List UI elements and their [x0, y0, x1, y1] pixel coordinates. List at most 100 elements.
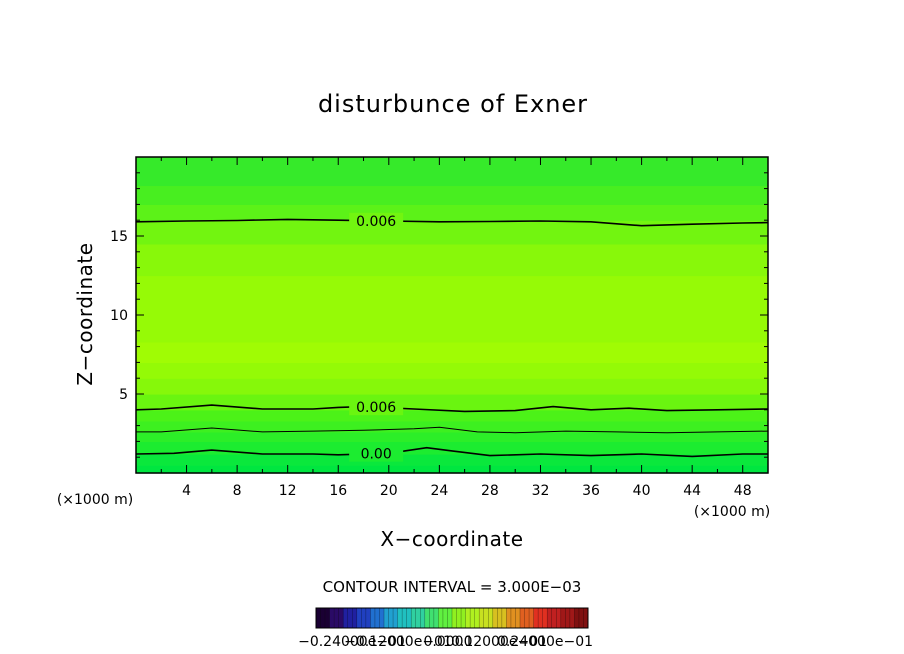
colorbar-tick-label: 0.24000e−01 [497, 634, 593, 650]
x-tick-label: 16 [329, 483, 347, 499]
colorbar-cell [560, 608, 566, 628]
colorbar-cell [520, 608, 525, 628]
colorbar-cell [320, 608, 326, 628]
colorbar-tick-label: 0.0000 [424, 634, 473, 650]
fill-band-0 [136, 465, 768, 474]
y-axis-unit: (×1000 m) [57, 492, 133, 508]
contour-label-bg [349, 212, 404, 229]
colorbar-cell [524, 608, 530, 628]
fill-band-2 [136, 441, 768, 455]
fill-band-7 [136, 378, 768, 395]
colorbar-cell [533, 608, 539, 628]
x-axis-ticks: 4 8 12 16 20 24 28 32 36 40 44 48 [160, 157, 752, 499]
colorbar-cell [538, 608, 543, 628]
x-tick-label: 28 [481, 483, 499, 499]
fill-band-6 [136, 394, 768, 411]
colorbar-cell [483, 608, 489, 628]
fill-band-13 [136, 204, 768, 221]
colorbar-cell [347, 608, 353, 628]
fill-band-5 [136, 409, 768, 422]
colorbar-cell [334, 608, 339, 628]
colorbar-cell [547, 608, 553, 628]
colorbar-cell [343, 608, 349, 628]
colorbar-cell [465, 608, 471, 628]
y-tick-label: 15 [110, 229, 128, 245]
colorbar-cell [556, 608, 562, 628]
x-tick-label: 4 [182, 483, 191, 499]
colorbar-cell [470, 608, 475, 628]
contour-line-2 [136, 426, 769, 434]
colorbar-cell [574, 608, 580, 628]
x-axis-unit: (×1000 m) [694, 504, 770, 520]
colorbar-cell [433, 608, 439, 628]
y-tick-label: 5 [119, 387, 128, 403]
colorbar-cell [474, 608, 480, 628]
x-tick-label: 40 [633, 483, 651, 499]
colorbar-frame [315, 607, 589, 629]
colorbar-labels: −0.24000e−01−0.12000e−010.00000.12000e−0… [298, 634, 593, 650]
y-axis-ticks: 5 10 15 [110, 172, 768, 458]
colorbar-cell [578, 608, 584, 628]
colorbar-tick-label: −0.24000e−01 [298, 634, 406, 650]
fill-band-3 [136, 431, 768, 442]
contour-label: 0.006 [356, 214, 396, 230]
colorbar-cell [397, 608, 403, 628]
colorbar-cell [452, 608, 457, 628]
fill-band-11 [136, 243, 768, 277]
contour-label-bg [349, 399, 404, 416]
colorbar-cell [492, 608, 498, 628]
colorbar-cell [316, 608, 321, 628]
fill-bands [136, 157, 768, 474]
contour-label: 0.00 [361, 447, 392, 463]
x-tick-label: 8 [233, 483, 242, 499]
contour-line-3 [135, 446, 768, 458]
colorbar-cell [565, 608, 571, 628]
colorbar-cell [352, 608, 358, 628]
colorbar-cell [424, 608, 430, 628]
contour-interval-label: CONTOUR INTERVAL = 3.000E−03 [323, 578, 582, 596]
colorbar-cell [374, 608, 380, 628]
colorbar-cell [510, 608, 516, 628]
colorbar-cell [488, 608, 494, 628]
x-tick-label: 20 [380, 483, 398, 499]
y-axis-label: Z−coordinate [73, 242, 97, 385]
contour-label: 0.006 [356, 400, 396, 416]
x-tick-label: 44 [683, 483, 701, 499]
colorbar-cell [551, 608, 557, 628]
colorbar-cell [338, 608, 344, 628]
contour-line-0 [135, 218, 769, 227]
contour-lines [135, 218, 769, 458]
fill-band-4 [136, 420, 768, 433]
x-tick-label: 48 [734, 483, 752, 499]
fill-band-14 [136, 185, 768, 205]
fill-band-15 [136, 157, 768, 187]
colorbar-cell [569, 608, 575, 628]
colorbar-cell [402, 608, 407, 628]
x-tick-label: 32 [532, 483, 550, 499]
colorbar-cell [447, 608, 453, 628]
colorbar-cell [479, 608, 485, 628]
colorbar-cell [420, 608, 426, 628]
colorbar-cell [384, 608, 389, 628]
colorbar-cell [429, 608, 435, 628]
colorbar-cell [501, 608, 507, 628]
fill-band-1 [136, 454, 768, 466]
x-tick-label: 12 [279, 483, 297, 499]
colorbar-cell [515, 608, 521, 628]
colorbar-cell [411, 608, 417, 628]
colorbar [315, 607, 589, 629]
chart-title: disturbunce of Exner [318, 90, 588, 118]
contour-labels: 0.006 0.006 0.00 [349, 212, 404, 463]
colorbar-cell [325, 608, 330, 628]
colorbar-cell [365, 608, 371, 628]
y-tick-label: 10 [110, 308, 128, 324]
colorbar-cell [361, 608, 367, 628]
fill-band-12 [136, 220, 768, 245]
colorbar-cell [329, 608, 335, 628]
x-tick-label: 24 [430, 483, 448, 499]
colorbar-cell [388, 608, 394, 628]
colorbar-cell [356, 608, 362, 628]
colorbar-tick-label: −0.12000e−01 [344, 634, 452, 650]
colorbar-cell [442, 608, 448, 628]
